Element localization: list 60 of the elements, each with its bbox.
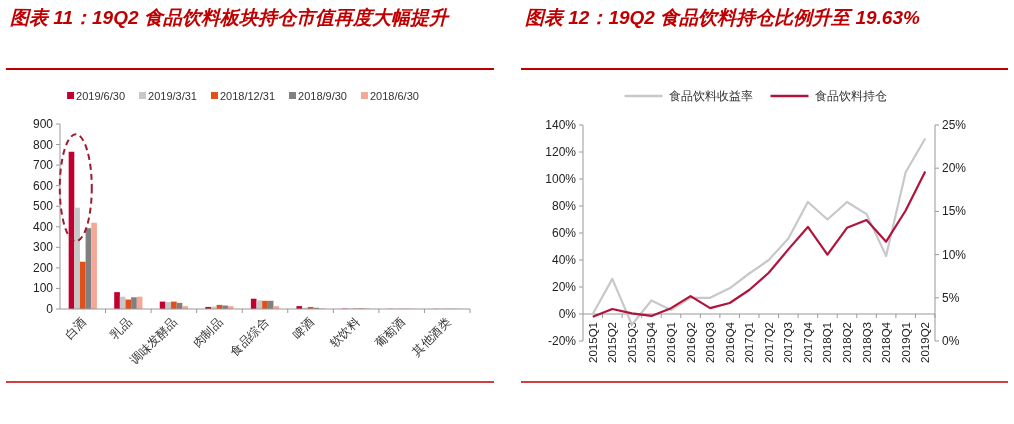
y-tick-label: 800 [32, 137, 54, 152]
y2-tick-label: 20% [942, 161, 967, 176]
x-tick-label: 2018Q1 [821, 322, 834, 363]
legend-label: 2018/9/30 [298, 90, 347, 102]
y-tick-label: 900 [32, 117, 54, 131]
y2-tick-label: 10% [942, 247, 967, 262]
x-tick-label: 2018Q2 [841, 322, 853, 363]
legend-label: 食品饮料持仓 [814, 89, 887, 103]
x-tick-label: 啤酒 [289, 315, 317, 343]
y-tick-label: 200 [32, 260, 54, 275]
y-tick-label: 20% [551, 280, 577, 294]
y-tick-label: 80% [551, 199, 577, 213]
chart-title: 图表 12：19Q2 食品饮料持仓比例升至 19.63% [525, 7, 920, 28]
y-tick-label: 0% [558, 307, 577, 321]
y-tick-label: 140% [545, 118, 577, 132]
x-tick-label: 2017Q4 [801, 321, 814, 363]
x-tick-label: 2018Q4 [880, 321, 893, 363]
x-tick-label: 2016Q3 [704, 322, 717, 363]
legend-label: 2019/3/31 [148, 90, 197, 102]
x-tick-label: 2017Q3 [782, 322, 795, 363]
y2-tick-label: 25% [942, 118, 967, 132]
x-tick-label: 肉制品 [190, 315, 226, 351]
y-tick-label: 0 [46, 302, 54, 316]
y-tick-label: 120% [545, 145, 577, 159]
y-tick-label: 400 [32, 219, 54, 234]
y-tick-label: 500 [32, 199, 54, 214]
x-tick-label: 2016Q1 [665, 322, 677, 363]
y-tick-label: 60% [551, 226, 577, 240]
x-tick-label: 2018Q3 [860, 322, 873, 363]
y2-tick-label: 0% [942, 334, 960, 348]
legend-label: 2019/6/30 [76, 90, 126, 102]
x-tick-label: 食品综合 [227, 315, 272, 360]
x-tick-label: 2015Q2 [606, 322, 619, 363]
y-tick-label: 40% [551, 253, 577, 267]
legend-label: 食品饮料收益率 [668, 89, 753, 103]
y2-tick-label: 15% [942, 204, 967, 219]
x-tick-label: 2019Q1 [899, 322, 912, 363]
x-tick-label: 2015Q4 [645, 321, 658, 363]
x-tick-label: 软饮料 [326, 315, 363, 351]
x-tick-label: 2019Q2 [919, 322, 932, 363]
legend-label: 2018/12/31 [219, 90, 276, 102]
legend-label: 2018/6/30 [369, 90, 419, 102]
y-tick-label: 600 [32, 178, 54, 193]
chart-title: 图表 11：19Q2 食品饮料板块持仓市值再度大幅提升 [10, 7, 450, 28]
x-tick-label: 2015Q3 [625, 322, 638, 363]
x-tick-label: 2015Q1 [586, 322, 599, 363]
y-tick-label: 100% [545, 172, 577, 186]
y-tick-label: 700 [32, 158, 54, 173]
x-tick-label: 白酒 [62, 315, 89, 343]
y-tick-label: 300 [32, 240, 54, 255]
y2-tick-label: 5% [942, 290, 960, 305]
x-tick-label: 2016Q4 [723, 321, 736, 363]
y-tick-label: -20% [547, 334, 577, 348]
x-tick-label: 2017Q1 [743, 322, 756, 363]
y-tick-label: 100 [32, 281, 54, 296]
x-tick-label: 乳品 [107, 315, 135, 343]
x-tick-label: 其他酒类 [409, 315, 454, 360]
x-tick-label: 2016Q2 [684, 322, 697, 363]
x-tick-label: 2017Q2 [762, 322, 775, 363]
x-tick-label: 葡萄酒 [372, 315, 408, 351]
